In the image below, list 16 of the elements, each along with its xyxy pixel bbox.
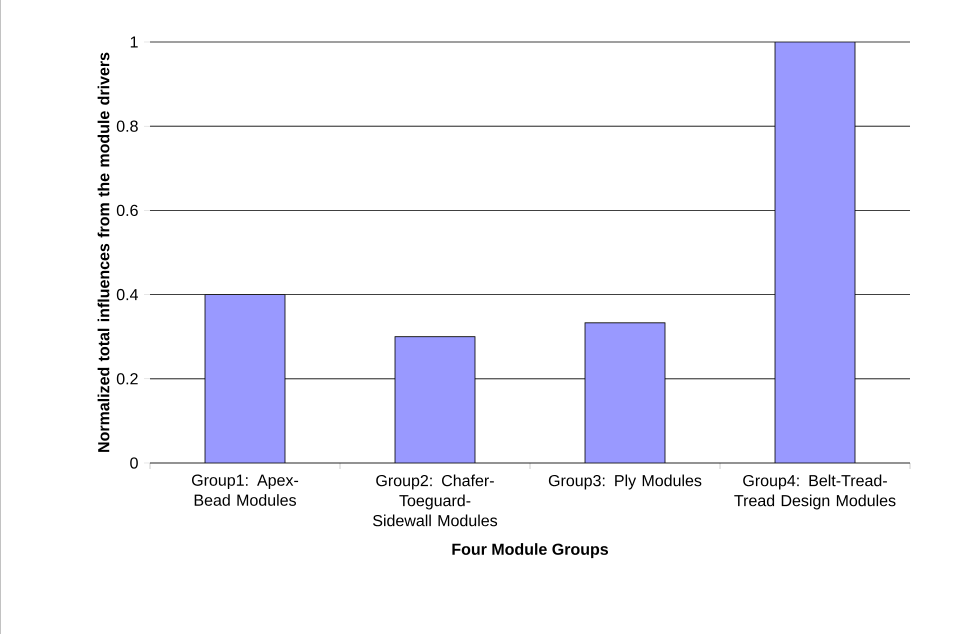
y-tick-label: 0 [130, 457, 138, 469]
bar [204, 294, 286, 463]
bar [584, 322, 666, 463]
x-tick-label: Group4: Belt-Tread-Tread Design Modules [734, 474, 896, 510]
bar [394, 336, 476, 463]
y-tick-label: 1 [130, 36, 138, 48]
y-tick-label: 0.4 [116, 288, 138, 300]
y-tick-label: 0.6 [116, 204, 138, 216]
x-tick-label: Group2: Chafer-Toeguard-Sidewall Modules [373, 474, 498, 526]
x-axis-title: Four Module Groups [452, 543, 608, 558]
y-axis-title: Normalized total influences from the module drivers [98, 52, 110, 452]
bar [774, 42, 856, 463]
y-tick-label: 0.2 [116, 373, 138, 384]
x-tick-label: Group3: Ply Modules [548, 474, 702, 490]
x-tick-label: Group1: Apex-Bead Modules [192, 474, 298, 506]
y-tick-label: 0.8 [116, 120, 138, 132]
